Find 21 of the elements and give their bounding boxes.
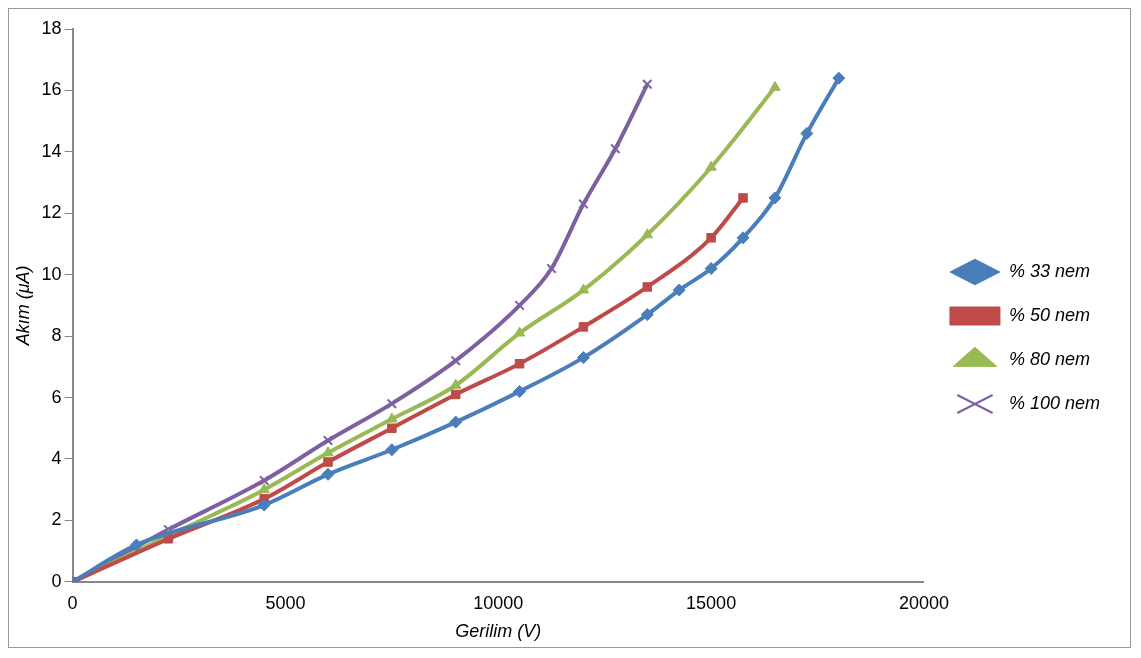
legend-label: % 50 nem [1008,305,1090,325]
legend-label: % 80 nem [1008,349,1090,369]
legend-label: % 33 nem [1008,261,1090,281]
x-tick-label: 20000 [898,592,949,613]
y-tick-label: 0 [51,570,62,591]
legend-label: % 100 nem [1008,393,1101,413]
y-tick-label: 2 [51,509,62,530]
x-axis-title: Gerilim (V) [455,621,542,642]
x-tick-label: 5000 [265,592,306,613]
y-tick-label: 14 [41,140,62,161]
x-tick-label: 0 [67,592,78,613]
y-tick-label: 4 [51,447,62,468]
y-axis-title: Akım (μA) [12,265,33,347]
x-tick-label: 10000 [473,592,524,613]
y-tick-label: 8 [51,325,62,346]
y-tick-label: 10 [41,263,62,284]
y-tick-label: 12 [41,202,62,223]
y-tick-label: 16 [41,79,62,100]
y-tick-label: 18 [41,17,62,38]
y-tick-label: 6 [51,386,62,407]
x-tick-label: 15000 [686,592,737,613]
